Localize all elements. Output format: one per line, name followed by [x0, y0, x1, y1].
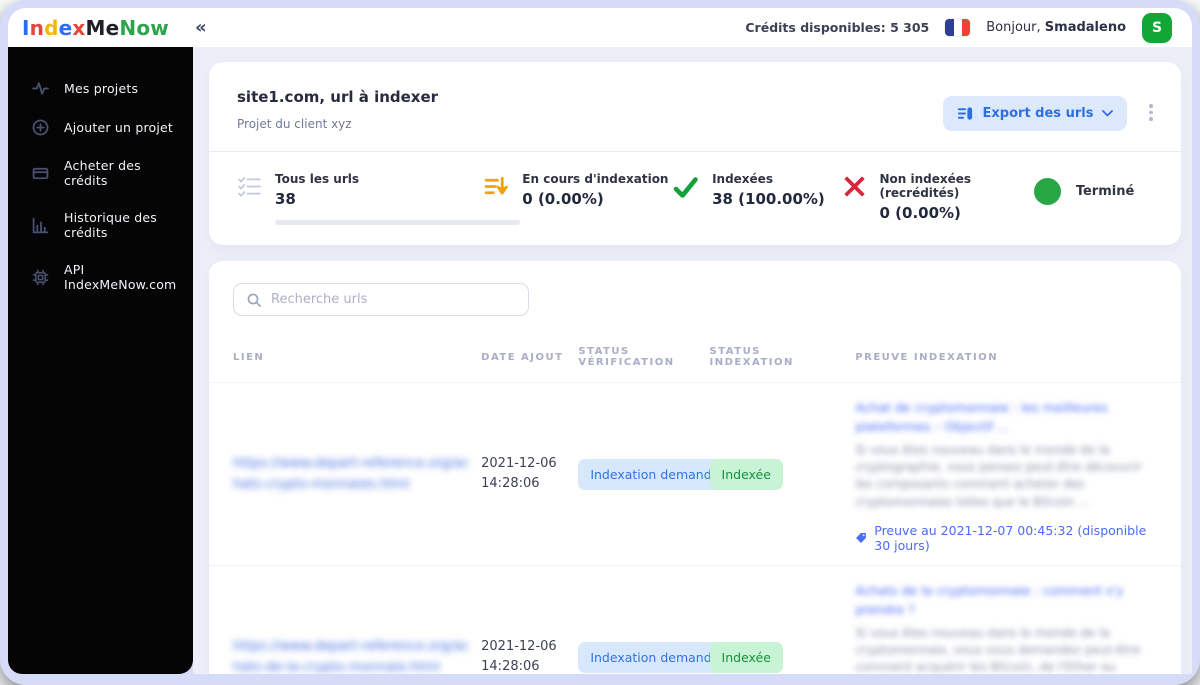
page-title: site1.com, url à indexer — [237, 88, 439, 106]
table-header-row: Lien Date ajout Status vérification Stat… — [209, 332, 1181, 383]
export-button-label: Export des urls — [982, 106, 1094, 121]
user-greeting: Bonjour, Smadaleno — [986, 20, 1126, 35]
bar-chart-icon — [32, 217, 49, 233]
indexation-badge: Indexée — [709, 641, 783, 673]
sidebar-item-api[interactable]: API IndexMeNow.com — [8, 253, 193, 301]
search-icon — [247, 293, 261, 307]
credits-available: Crédits disponibles: 5 305 — [745, 20, 930, 35]
avatar[interactable]: S — [1142, 12, 1172, 43]
activity-icon — [32, 82, 49, 95]
table-row: https://www.depart-reference.org/achats-… — [209, 565, 1181, 674]
stat-label: En cours d'indexation — [522, 172, 669, 186]
stat-status-done: Terminé — [1033, 178, 1135, 205]
stat-all-urls: Tous les urls 38 — [237, 172, 520, 225]
export-urls-button[interactable]: Export des urls — [942, 96, 1128, 131]
column-status-verification: Status vérification — [578, 332, 710, 383]
tag-icon — [856, 533, 867, 544]
column-date-ajout: Date ajout — [481, 332, 579, 383]
stat-value: 0 (0.00%) — [522, 190, 604, 208]
sidebar-collapse-icon[interactable]: « — [194, 16, 207, 38]
progress-track — [275, 220, 520, 225]
sidebar-item-label: API IndexMeNow.com — [64, 262, 177, 292]
stat-value: 0 (0.00%) — [879, 204, 961, 222]
divider — [209, 151, 1181, 152]
sidebar-item-ajouter-projet[interactable]: Ajouter un projet — [8, 110, 193, 145]
indexing-queue-icon — [485, 176, 509, 195]
x-icon — [843, 176, 865, 197]
date-added: 2021-12-06 — [481, 638, 557, 654]
stat-in-progress: En cours d'indexation 0 (0.00%) — [484, 172, 672, 208]
proof-link[interactable]: Preuve au 2021-12-07 00:45:32 (disponibl… — [855, 523, 1157, 553]
check-icon — [673, 177, 698, 198]
proof-excerpt-blurred: Si vous êtes nouveau dans le monde de la… — [855, 442, 1142, 509]
more-options-icon[interactable] — [1145, 100, 1157, 125]
project-subtitle: Projet du client xyz — [237, 117, 352, 131]
sidebar-item-label: Mes projets — [64, 81, 139, 96]
stat-value: 38 (100.00%) — [712, 190, 825, 208]
cpu-icon — [32, 269, 49, 285]
topbar-right: Crédits disponibles: 5 305 Bonjour, Smad… — [745, 12, 1172, 43]
french-flag-icon[interactable] — [945, 19, 971, 36]
time-added: 14:28:06 — [481, 659, 540, 674]
stats-row: Tous les urls 38 En cours d'indexation 0… — [209, 152, 1181, 245]
time-added: 14:28:06 — [481, 476, 540, 492]
sidebar-item-label: Historique des crédits — [64, 210, 158, 240]
date-added: 2021-12-06 — [481, 455, 557, 471]
project-summary-card: site1.com, url à indexer Projet du clien… — [209, 62, 1181, 245]
proof-title-blurred[interactable]: Achats de la cryptomonnaie : comment s'y… — [855, 583, 1124, 617]
column-lien: Lien — [209, 332, 482, 383]
credit-card-icon — [32, 167, 49, 179]
column-preuve-indexation: Preuve indexation — [855, 332, 1181, 383]
urls-table: Lien Date ajout Status vérification Stat… — [209, 332, 1181, 674]
search-box — [233, 283, 529, 316]
stat-label: Tous les urls — [275, 172, 359, 186]
status-circle-icon — [1033, 178, 1061, 205]
sidebar-item-label: Acheter des crédits — [64, 158, 141, 188]
proof-link-label: Preuve au 2021-12-07 00:45:32 (disponibl… — [874, 523, 1147, 554]
app-logo[interactable]: IndexMeNow — [22, 15, 169, 40]
stat-label: Indexées — [712, 172, 773, 186]
indexation-badge: Indexée — [709, 458, 783, 490]
checklist-icon — [238, 177, 261, 197]
stat-not-indexed: Non indexées (recrédités) 0 (0.00%) — [842, 172, 1034, 222]
main-content: site1.com, url à indexer Projet du clien… — [193, 47, 1192, 674]
greeting-prefix: Bonjour, — [986, 20, 1041, 35]
sidebar: Mes projets Ajouter un projet Acheter de… — [8, 47, 193, 674]
sidebar-item-label: Ajouter un projet — [64, 120, 174, 135]
table-row: https://www.depart-reference.org/achats-… — [209, 382, 1181, 567]
proof-excerpt-blurred: Si vous êtes nouveau dans le monde de la… — [855, 625, 1141, 674]
stat-value: 38 — [275, 190, 296, 208]
user-name: Smadaleno — [1044, 20, 1126, 35]
sidebar-item-mes-projets[interactable]: Mes projets — [8, 71, 193, 106]
stat-indexed: Indexées 38 (100.00%) — [672, 172, 841, 208]
sidebar-item-acheter-credits[interactable]: Acheter des crédits — [8, 149, 193, 197]
export-icon — [957, 107, 972, 120]
search-input[interactable] — [271, 292, 516, 307]
chevron-down-icon — [1102, 110, 1114, 117]
proof-title-blurred[interactable]: Achat de cryptomonnaie : les meilleures … — [855, 400, 1108, 434]
url-link-blurred[interactable]: https://www.depart-reference.org/achats-… — [233, 455, 470, 493]
url-link-blurred[interactable]: https://www.depart-reference.org/achats-… — [233, 638, 470, 674]
urls-table-card: Lien Date ajout Status vérification Stat… — [209, 261, 1181, 674]
plus-circle-icon — [32, 119, 49, 136]
sidebar-item-historique-credits[interactable]: Historique des crédits — [8, 201, 193, 249]
column-status-indexation: Status indexation — [709, 332, 856, 383]
status-label: Terminé — [1075, 184, 1135, 199]
stat-label: Non indexées (recrédités) — [879, 172, 972, 200]
topbar: IndexMeNow « Crédits disponibles: 5 305 … — [8, 8, 1192, 47]
